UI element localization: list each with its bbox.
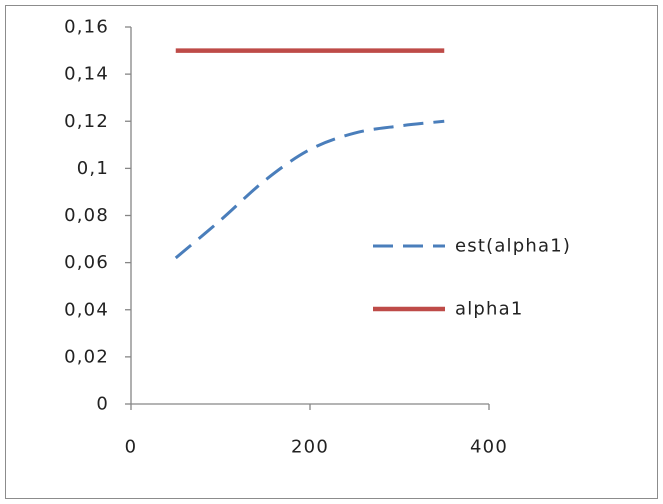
chart-frame: [5, 5, 658, 499]
y-tick-label: 0,08: [64, 205, 109, 226]
y-tick-label: 0: [96, 394, 109, 415]
legend: est(alpha1) alpha1: [373, 236, 571, 320]
y-tick-label: 0,06: [64, 252, 109, 273]
x-tick-label: 400: [470, 437, 508, 458]
plot-series: [174, 48, 445, 260]
y-axis: 0 0,02 0,04 0,06 0,08 0,1 0,12 0,14 0,16: [64, 17, 131, 415]
legend-label: alpha1: [455, 299, 524, 320]
y-tick-label: 0,02: [64, 346, 109, 367]
legend-label: est(alpha1): [455, 236, 571, 257]
x-tick-label: 200: [291, 437, 329, 458]
y-tick-label: 0,1: [77, 158, 109, 179]
y-tick-label: 0,14: [64, 64, 109, 85]
y-tick-label: 0,04: [64, 299, 109, 320]
x-axis: 0 200 400: [125, 404, 508, 458]
y-tick-label: 0,16: [64, 17, 109, 38]
x-tick-label: 0: [125, 437, 138, 458]
y-tick-label: 0,12: [64, 111, 109, 132]
